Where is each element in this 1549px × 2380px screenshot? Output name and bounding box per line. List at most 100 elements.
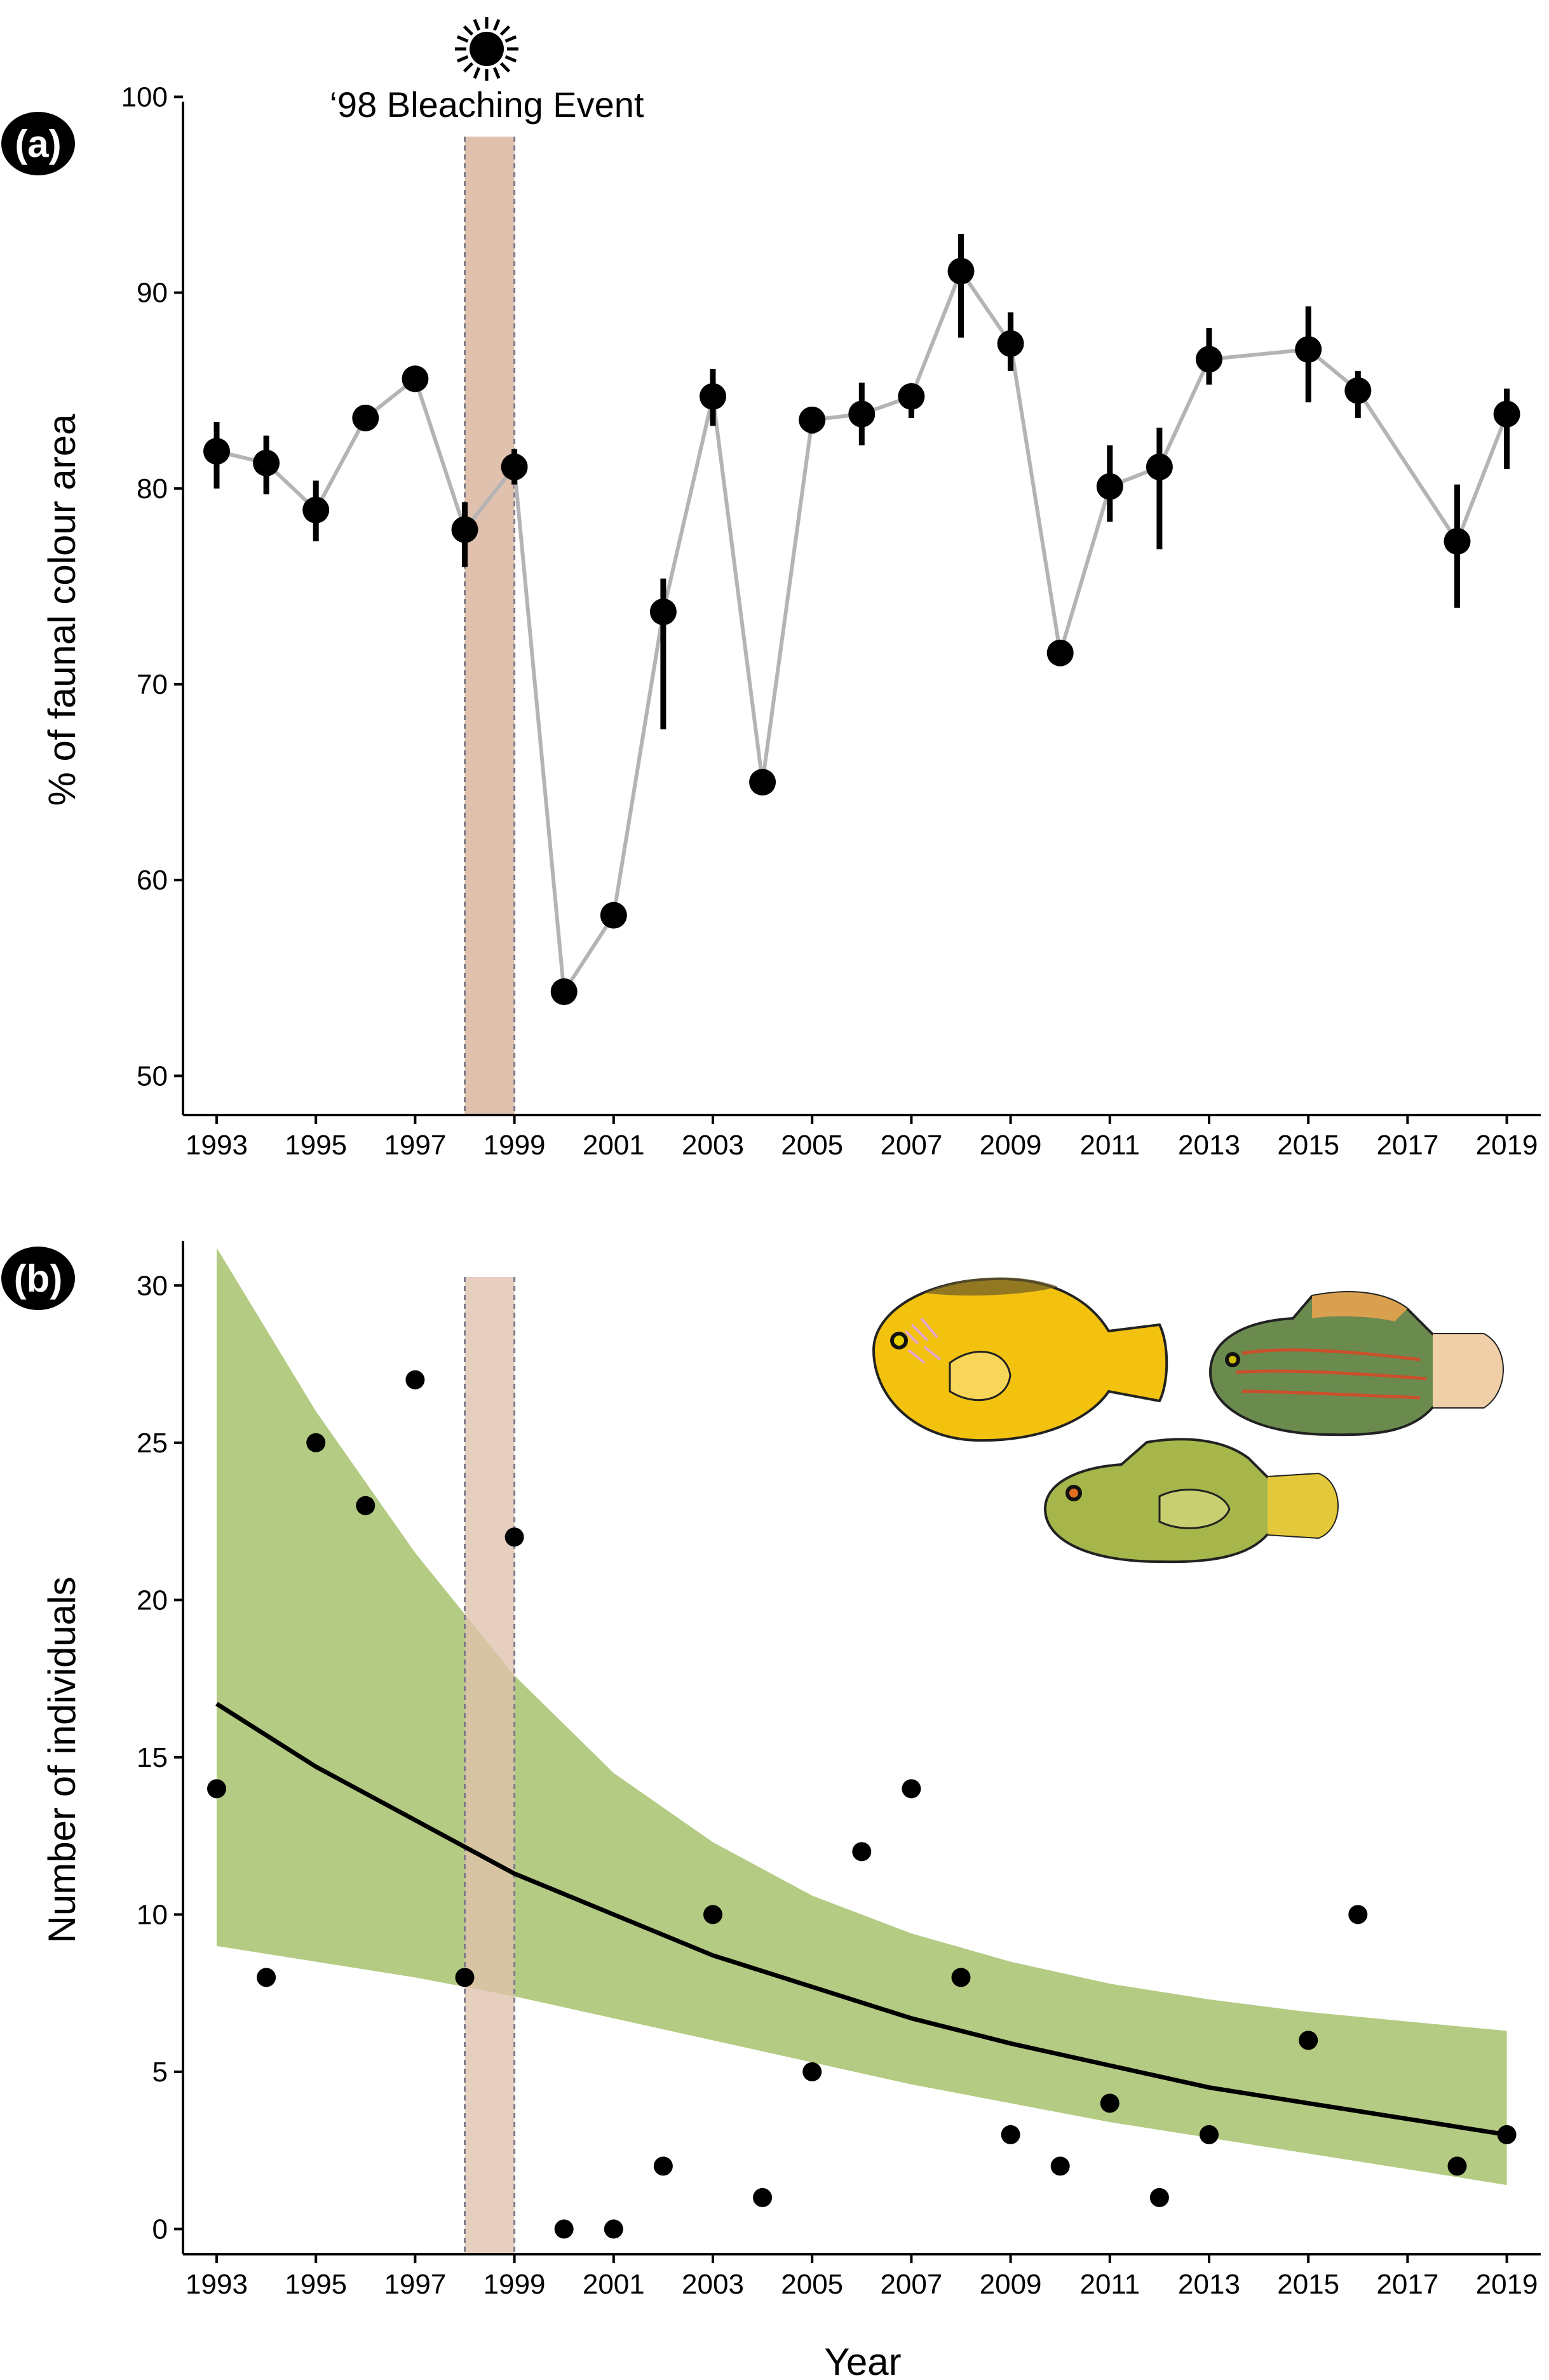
series-a [203, 234, 1520, 1005]
data-point [902, 1779, 921, 1799]
event-band-b [464, 1277, 516, 2254]
y-tick-label: 90 [137, 278, 168, 309]
data-point [1100, 2093, 1119, 2113]
confidence-band-b [217, 1247, 1507, 2186]
data-point [1493, 400, 1520, 428]
data-point [1096, 473, 1123, 500]
data-point [1447, 2156, 1467, 2176]
data-point [1295, 336, 1322, 363]
data-point [405, 1370, 425, 1389]
confidence-band-area [217, 1247, 1507, 2186]
y-tick-label: 50 [137, 1060, 168, 1092]
data-point [1344, 377, 1372, 404]
y-tick-label: 20 [137, 1585, 168, 1616]
data-point [1196, 346, 1222, 373]
data-point [1444, 528, 1471, 555]
x-tick-label: 2007 [880, 1130, 942, 1161]
green-goby-illustration [1043, 1438, 1339, 1564]
data-point [1348, 1905, 1368, 1924]
x-tick-label: 1997 [384, 1130, 446, 1161]
data-point [1046, 639, 1074, 666]
event-band-rect [464, 1277, 515, 2254]
sun-ray [463, 25, 474, 36]
data-point [451, 516, 478, 543]
y-ticks-b: 0 5 10 15 20 25 30 [137, 1270, 183, 2245]
data-point [649, 598, 677, 625]
sun-ray [456, 55, 469, 63]
y-tick-label: 70 [137, 669, 168, 700]
x-tick-label: 1995 [285, 2269, 347, 2300]
y-tick-label: 100 [121, 81, 168, 112]
striped-goby-illustration [1208, 1291, 1504, 1437]
data-point [852, 1842, 872, 1862]
data-point [947, 257, 975, 285]
x-ticks-b: 1993 1995 1997 1999 2001 2003 2005 2007 2009 2011… [186, 2254, 1538, 2300]
fit-line [215, 1701, 1508, 2137]
data-point [802, 2062, 822, 2081]
x-tick-label: 1997 [384, 2269, 446, 2300]
x-tick-label: 2009 [980, 2269, 1042, 2300]
data-point [550, 978, 578, 1005]
data-point [356, 1496, 375, 1515]
data-point [848, 400, 876, 428]
data-point [455, 1968, 475, 1987]
data-point [700, 382, 726, 410]
y-tick-label: 5 [152, 2057, 168, 2088]
y-axis-title-a: % of faunal colour area [41, 414, 83, 806]
series-b [207, 1370, 1517, 2239]
x-axis-title-b: Year [824, 2341, 901, 2380]
data-point [898, 382, 925, 410]
x-tick-label: 2013 [1178, 2269, 1240, 2300]
x-tick-label: 2017 [1376, 1130, 1438, 1161]
data-point [203, 438, 230, 465]
sun-ray [473, 67, 481, 79]
sun-ray [463, 62, 474, 73]
data-point [600, 902, 627, 929]
data-point [703, 1905, 722, 1924]
data-point [402, 365, 429, 393]
x-tick-label: 2011 [1079, 2269, 1140, 2300]
x-tick-label: 2005 [781, 2269, 843, 2300]
data-point [1001, 2125, 1020, 2144]
panel-b-label: (b) [14, 1257, 63, 1300]
data-point [997, 330, 1024, 357]
panel-b-badge: (b) [1, 1247, 75, 1310]
x-tick-label: 2009 [980, 1130, 1042, 1161]
x-tick-label: 2013 [1178, 1130, 1240, 1161]
x-tick-label: 2005 [781, 1130, 843, 1161]
sun-ray [499, 62, 511, 73]
x-tick-label: 2001 [583, 2269, 645, 2300]
x-ticks-a: 1993 1995 1997 1999 2001 2003 2005 2007 2009 2011… [186, 1115, 1538, 1161]
event-band-a [464, 137, 516, 1115]
x-tick-label: 1999 [484, 2269, 546, 2300]
x-tick-label: 2001 [583, 1130, 645, 1161]
y-tick-label: 30 [137, 1270, 168, 1301]
data-point [799, 406, 826, 433]
y-tick-label: 10 [137, 1899, 168, 1930]
sun-ray [456, 35, 469, 43]
data-point [302, 496, 330, 524]
x-tick-label: 2003 [682, 1130, 744, 1161]
data-point [352, 404, 379, 431]
sun-ray [504, 35, 517, 43]
data-point [1149, 2187, 1169, 2207]
data-point [253, 449, 280, 477]
x-tick-label: 2019 [1476, 2269, 1538, 2300]
panel-b: (b) 0 5 10 15 20 25 30 1993 1995 1997 1999 2001 200… [1, 1241, 1541, 2380]
y-tick-label: 60 [137, 865, 168, 896]
sun-ray [504, 55, 517, 63]
data-point [604, 2219, 623, 2239]
sun-icon [455, 17, 518, 81]
data-point [504, 1527, 524, 1547]
data-point [257, 1968, 276, 1987]
data-point [653, 2156, 673, 2176]
x-tick-label: 2007 [880, 2269, 942, 2300]
sun-ray [499, 25, 511, 36]
x-tick-label: 2019 [1476, 1130, 1538, 1161]
y-tick-label: 15 [137, 1742, 168, 1773]
y-tick-label: 25 [137, 1428, 168, 1459]
x-tick-label: 2003 [682, 2269, 744, 2300]
yellow-damselfish-illustration [872, 1277, 1168, 1442]
x-tick-label: 1993 [186, 2269, 248, 2300]
